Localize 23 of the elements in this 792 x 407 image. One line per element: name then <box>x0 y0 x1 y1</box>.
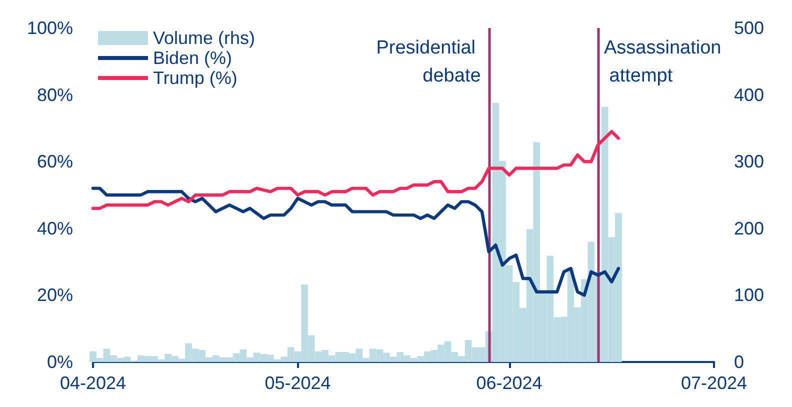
legend-label: Volume (rhs) <box>153 28 256 48</box>
ref-line-label: Presidential debate <box>376 38 481 86</box>
line-series <box>91 186 620 297</box>
y-tick-label: 0% <box>46 352 73 372</box>
y-tick-label: 80% <box>36 84 73 105</box>
y2-tick-label: 400 <box>734 84 764 105</box>
y-tick-label: 60% <box>36 152 73 172</box>
legend-label: Trump (%) <box>153 68 238 88</box>
legend-label: Biden (%) <box>153 48 232 68</box>
y2-tick-label: 200 <box>734 218 764 238</box>
x-tick-label: 06-2024 <box>476 373 542 393</box>
line-series <box>91 130 620 210</box>
y-tick-label: 40% <box>36 218 73 238</box>
y-tick-label: 100% <box>26 18 73 38</box>
x-tick-label: 04-2024 <box>60 373 126 393</box>
x-tick-label: 05-2024 <box>264 373 331 393</box>
y2-tick-label: 500 <box>734 18 764 38</box>
ref-line-label: Assassination attempt <box>604 38 722 86</box>
y2-tick-label: 300 <box>734 152 764 172</box>
y2-tick-label: 100 <box>734 285 764 306</box>
x-tick-label: 07-2024 <box>680 373 748 393</box>
y-tick-label: 20% <box>36 285 73 306</box>
y2-tick-label: 0 <box>734 352 744 372</box>
